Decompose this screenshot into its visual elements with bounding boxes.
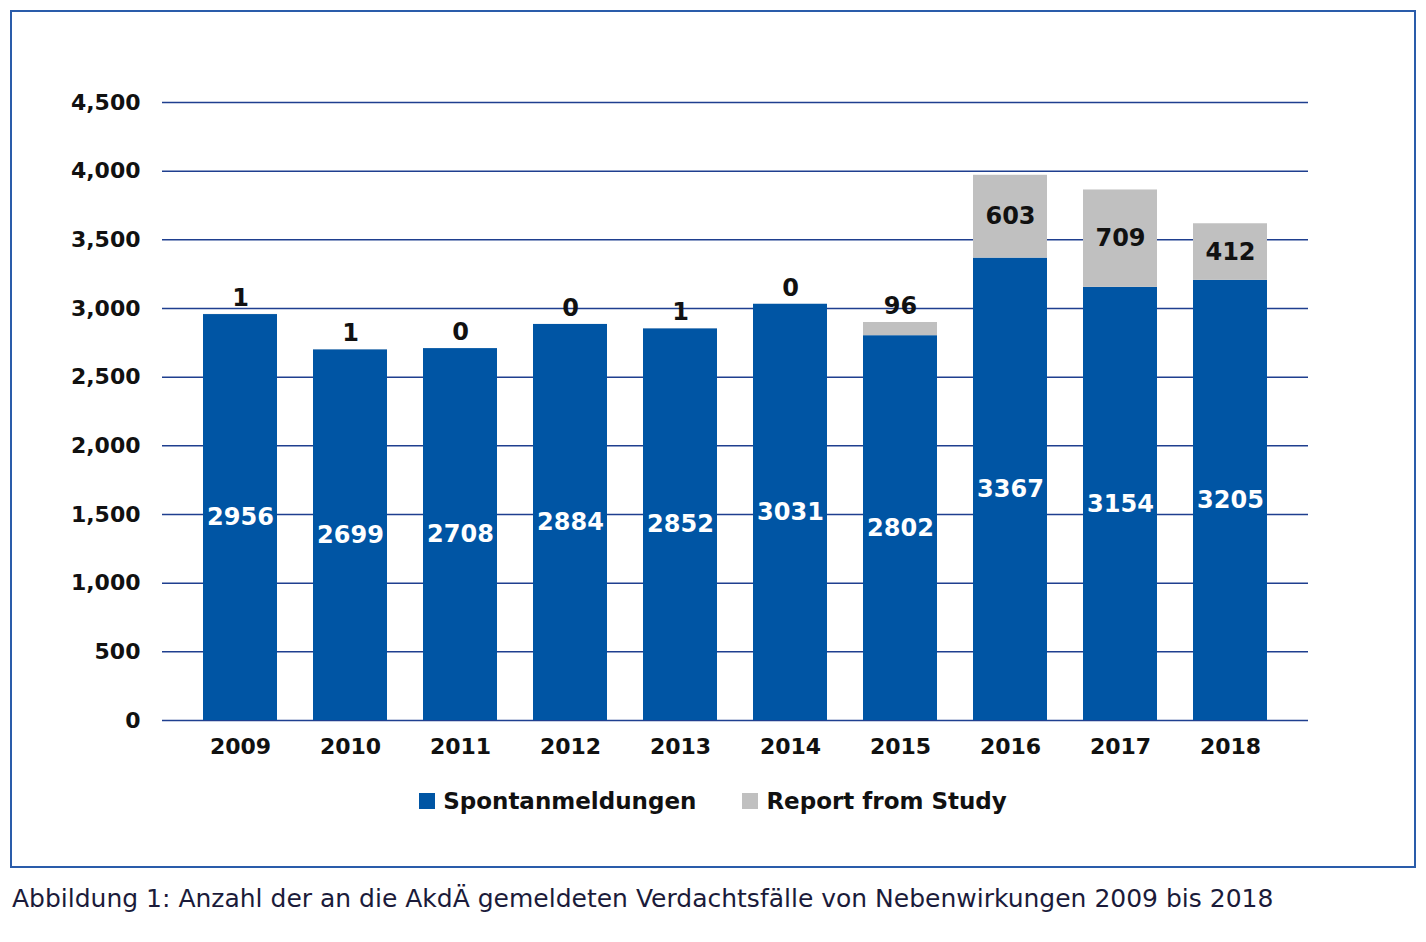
svg-text:2017: 2017 bbox=[1090, 734, 1151, 759]
svg-text:2018: 2018 bbox=[1200, 734, 1261, 759]
svg-text:3,500: 3,500 bbox=[71, 227, 141, 252]
svg-text:4,000: 4,000 bbox=[71, 158, 141, 183]
html-text:Spontanmeldungen: Spontanmeldungen bbox=[443, 788, 697, 814]
svg-text:2699: 2699 bbox=[317, 521, 384, 549]
svg-text:0: 0 bbox=[125, 708, 140, 733]
svg-text:709: 709 bbox=[1095, 224, 1145, 252]
svg-text:96: 96 bbox=[884, 292, 917, 320]
svg-text:2012: 2012 bbox=[540, 734, 601, 759]
svg-text:1: 1 bbox=[342, 319, 359, 347]
svg-text:2016: 2016 bbox=[980, 734, 1041, 759]
svg-text:2852: 2852 bbox=[647, 510, 714, 538]
svg-text:1,500: 1,500 bbox=[71, 502, 141, 527]
svg-text:0: 0 bbox=[562, 294, 579, 322]
svg-text:2956: 2956 bbox=[207, 503, 274, 531]
svg-text:2009: 2009 bbox=[210, 734, 271, 759]
svg-text:500: 500 bbox=[95, 639, 141, 664]
svg-text:3205: 3205 bbox=[1197, 486, 1264, 514]
svg-text:2802: 2802 bbox=[867, 514, 934, 542]
html-text:Abbildung 1: Anzahl der an die: Abbildung 1: Anzahl der an die AkdÄ geme… bbox=[12, 884, 1274, 913]
svg-text:3,000: 3,000 bbox=[71, 296, 141, 321]
svg-text:3031: 3031 bbox=[757, 498, 824, 526]
svg-text:0: 0 bbox=[782, 274, 799, 302]
svg-text:2,500: 2,500 bbox=[71, 364, 141, 389]
svg-text:3154: 3154 bbox=[1087, 490, 1154, 518]
svg-text:3367: 3367 bbox=[977, 475, 1044, 503]
svg-text:2011: 2011 bbox=[430, 734, 491, 759]
svg-text:1: 1 bbox=[672, 298, 689, 326]
svg-text:2015: 2015 bbox=[870, 734, 931, 759]
svg-text:2010: 2010 bbox=[320, 734, 381, 759]
svg-text:2708: 2708 bbox=[427, 520, 494, 548]
svg-text:1: 1 bbox=[232, 284, 249, 312]
svg-text:2,000: 2,000 bbox=[71, 433, 141, 458]
svg-text:0: 0 bbox=[452, 318, 469, 346]
svg-text:1,000: 1,000 bbox=[71, 570, 141, 595]
svg-text:2013: 2013 bbox=[650, 734, 711, 759]
svg-text:412: 412 bbox=[1205, 238, 1255, 266]
svg-text:2014: 2014 bbox=[760, 734, 821, 759]
svg-text:2884: 2884 bbox=[537, 508, 604, 536]
svg-text:603: 603 bbox=[985, 202, 1035, 230]
svg-text:4,500: 4,500 bbox=[71, 90, 141, 115]
html-text:Report from Study: Report from Study bbox=[766, 788, 1007, 814]
